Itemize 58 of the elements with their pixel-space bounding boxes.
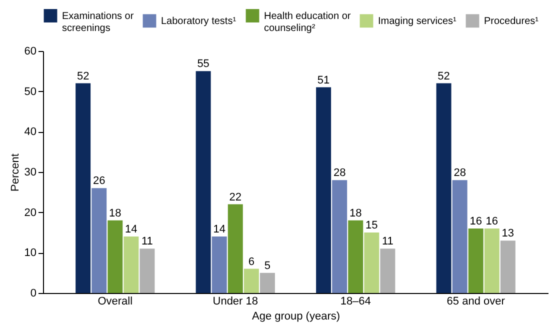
y-tick-label: 60 bbox=[24, 46, 36, 58]
bar bbox=[468, 228, 484, 293]
data-label: 22 bbox=[229, 191, 242, 204]
x-tick-label: Under 18 bbox=[212, 296, 258, 308]
data-label: 52 bbox=[438, 70, 450, 82]
data-label: 18 bbox=[349, 207, 362, 220]
bar bbox=[76, 83, 91, 293]
y-tick-label: 20 bbox=[24, 206, 36, 219]
bar bbox=[452, 180, 468, 293]
data-label: 28 bbox=[454, 167, 466, 180]
bar bbox=[316, 87, 332, 293]
bar bbox=[196, 71, 211, 293]
bar bbox=[244, 268, 259, 293]
bar bbox=[380, 248, 396, 293]
bar bbox=[108, 220, 123, 293]
bar bbox=[228, 204, 243, 293]
data-label: 11 bbox=[141, 236, 153, 248]
bar bbox=[124, 236, 139, 293]
legend-label: Procedures¹ bbox=[484, 16, 540, 27]
bar bbox=[212, 236, 227, 293]
y-tick-label: 30 bbox=[24, 166, 36, 178]
data-label: 18 bbox=[109, 207, 122, 220]
bar bbox=[260, 272, 275, 293]
data-label: 14 bbox=[125, 224, 138, 236]
bar bbox=[92, 188, 107, 293]
data-label: 16 bbox=[486, 215, 498, 228]
bar bbox=[436, 83, 452, 293]
x-tick-label: Overall bbox=[98, 296, 133, 308]
data-label: 14 bbox=[213, 224, 226, 236]
y-tick-label: 50 bbox=[24, 86, 36, 98]
legend-label: Laboratory tests¹ bbox=[161, 16, 237, 27]
legend-label: Examinations or screenings bbox=[62, 10, 134, 34]
bar bbox=[500, 240, 516, 293]
data-label: 6 bbox=[248, 256, 254, 268]
data-label: 15 bbox=[366, 220, 378, 232]
x-tick-label: 65 and over bbox=[446, 296, 506, 308]
bar bbox=[348, 220, 364, 293]
bar bbox=[140, 248, 155, 293]
y-tick-label: 10 bbox=[24, 247, 36, 260]
y-tick-label: 0 bbox=[30, 288, 36, 300]
data-label: 26 bbox=[92, 175, 106, 188]
x-tick-label: 18–64 bbox=[340, 296, 371, 308]
data-label: 55 bbox=[197, 58, 210, 70]
data-label: 13 bbox=[502, 228, 514, 240]
data-label: 11 bbox=[382, 236, 394, 248]
data-label: 52 bbox=[76, 70, 90, 82]
data-label: 5 bbox=[264, 260, 271, 272]
bar bbox=[364, 232, 380, 293]
data-label: 28 bbox=[333, 167, 346, 180]
bar bbox=[484, 228, 500, 293]
legend-label: Imaging services¹ bbox=[378, 16, 458, 27]
y-tick-label: 40 bbox=[24, 126, 36, 138]
bar bbox=[332, 180, 348, 293]
legend-label: Health education or counseling² bbox=[264, 10, 352, 34]
x-axis-title: Age group (years) bbox=[252, 310, 340, 322]
data-label: 51 bbox=[317, 74, 330, 86]
data-label: 16 bbox=[470, 215, 482, 228]
y-axis-title: Percent bbox=[9, 154, 22, 192]
